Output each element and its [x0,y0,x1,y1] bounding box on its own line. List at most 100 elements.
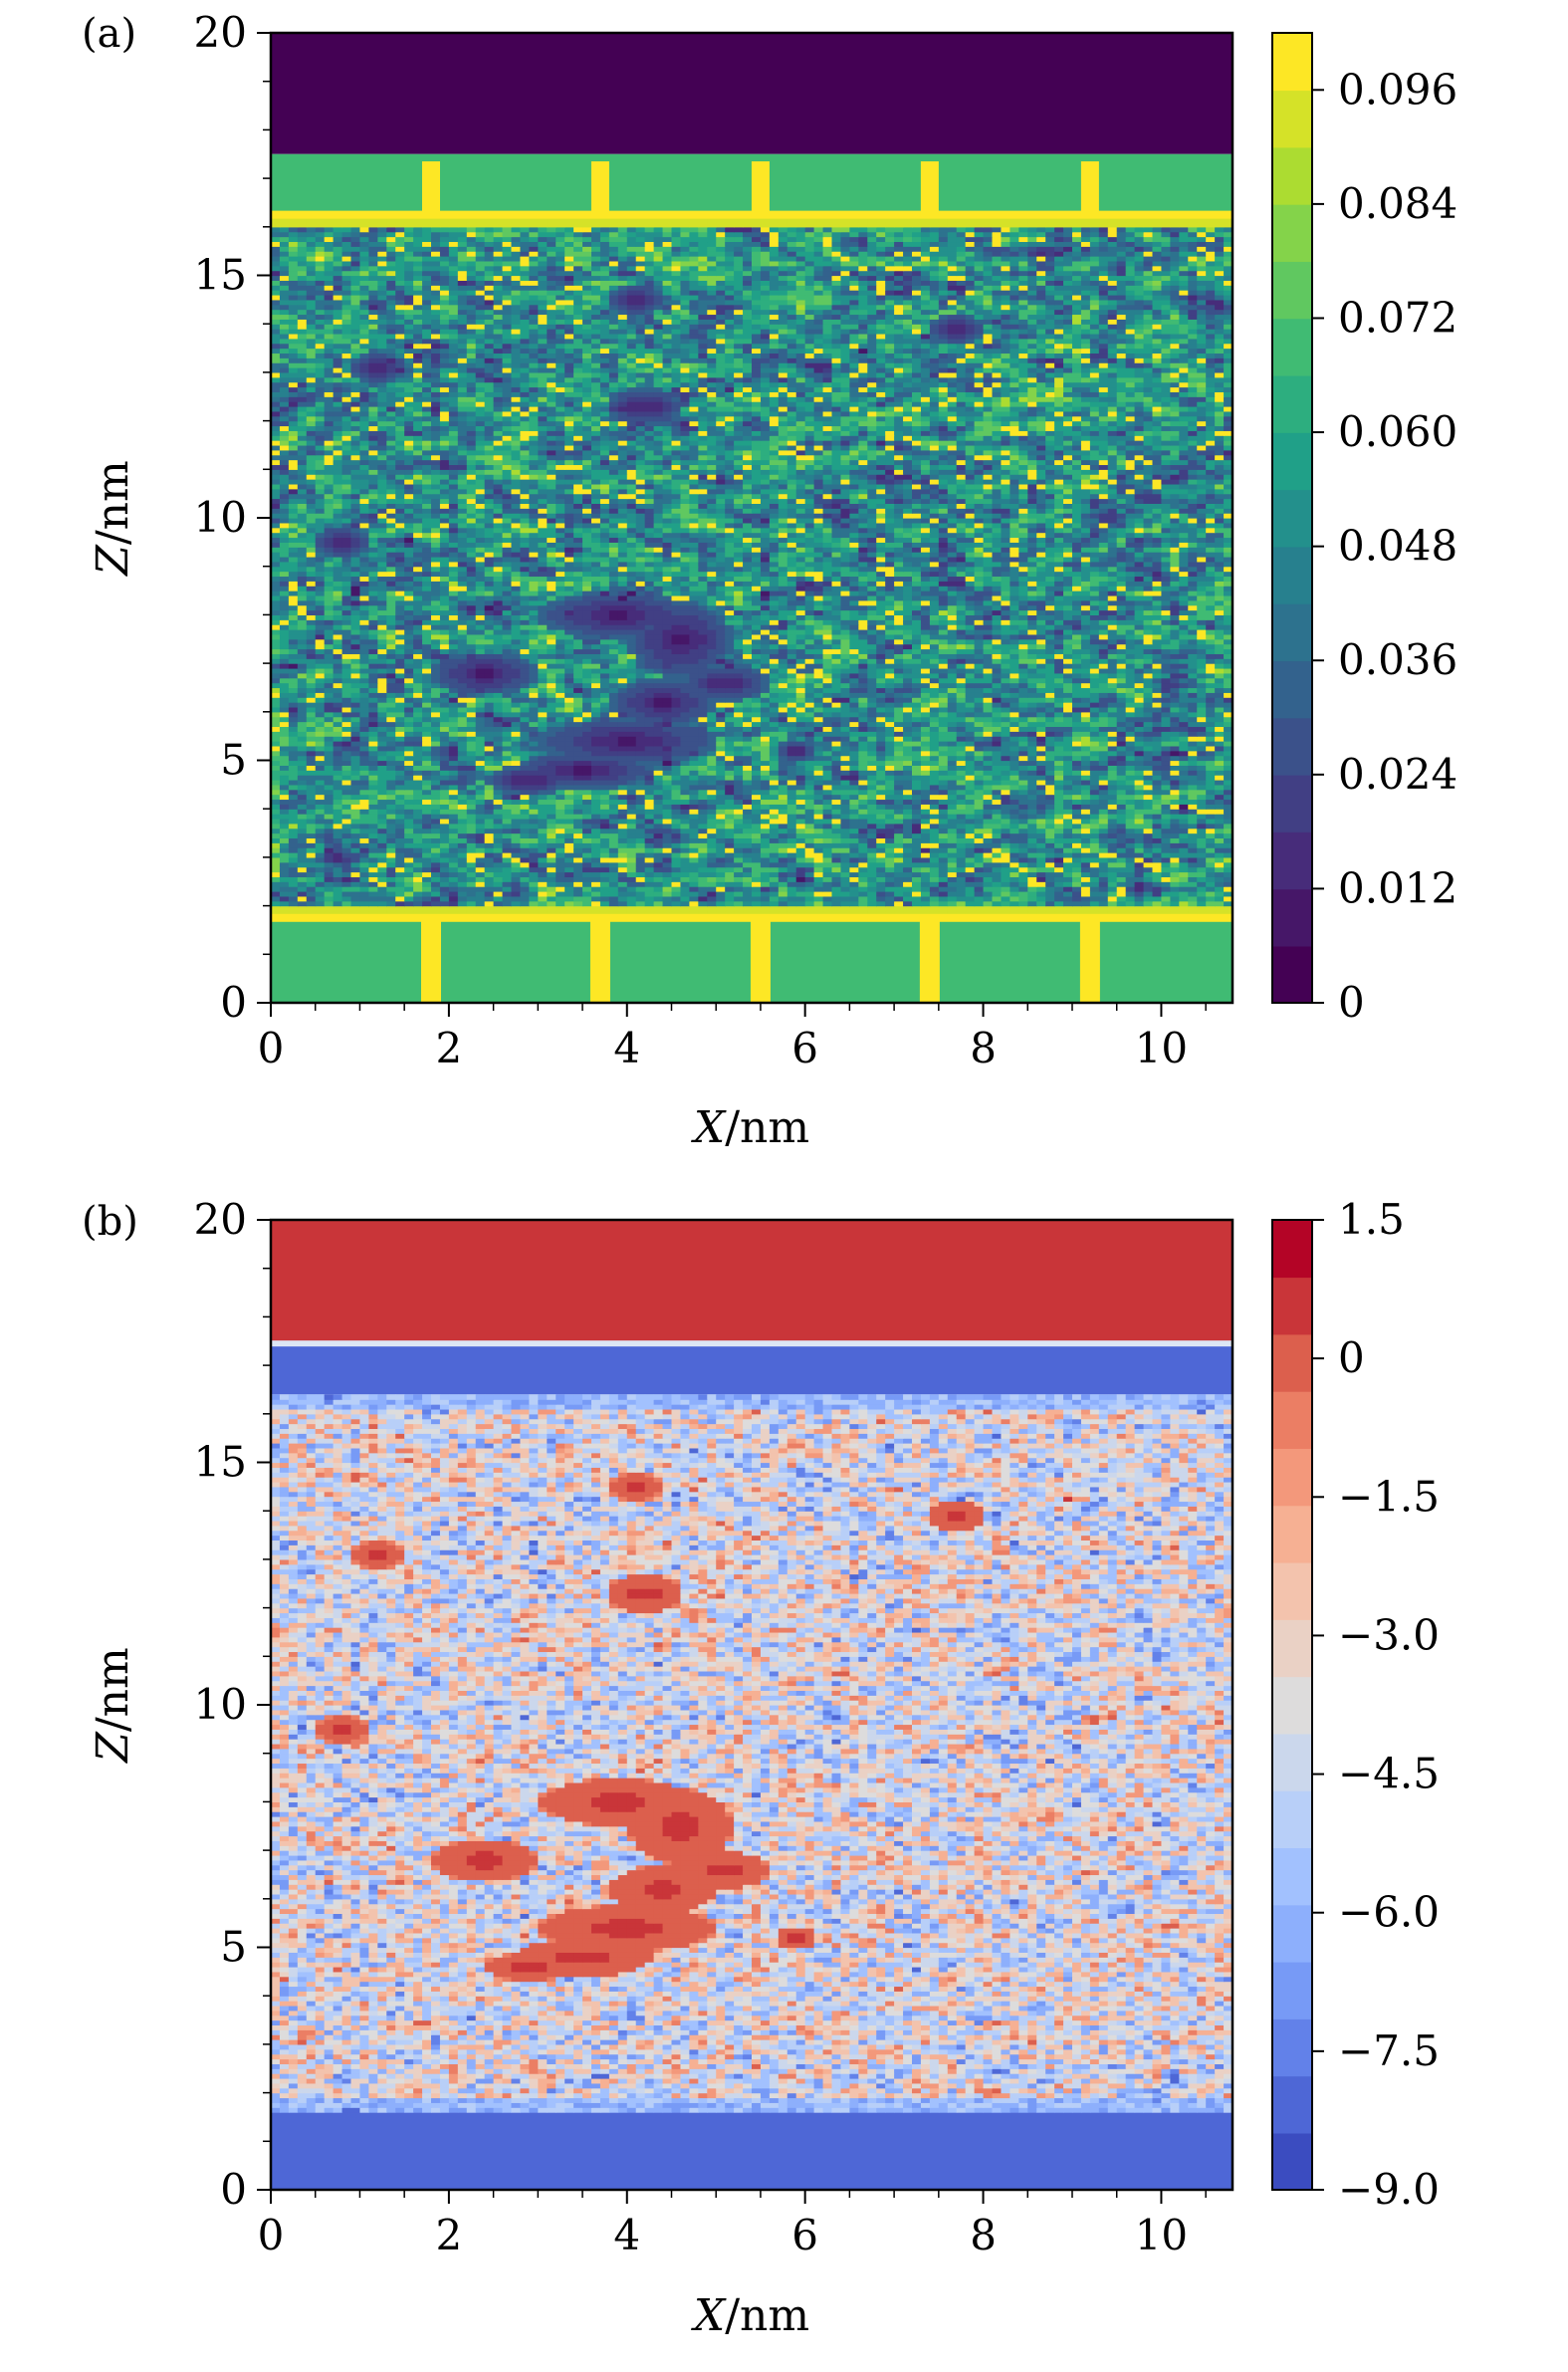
panel-b-upper-electrode-layer [271,1345,1232,1395]
panel-a-colorbar-segment [1272,146,1312,205]
panel-a-colorbar-tick-label-5: 0.060 [1338,407,1457,456]
panel-b-y-label: Z/nm [88,1647,138,1764]
panel-b-top-layer [271,1220,1232,1341]
panel-a-colorbar-segment [1272,489,1312,548]
panel-a-colorbar-segment [1272,774,1312,832]
panel-b-y-tick-label-0: 0 [220,2165,247,2214]
panel-a-bright-column-bottom-4 [1079,915,1100,1003]
panel-b-y-tick-label-4: 20 [194,1195,247,1244]
panel-b-colorbar-segment [1272,1390,1312,1449]
panel-b-y-var: Z [88,1731,138,1765]
panel-b-colorbar-segment [1272,1505,1312,1563]
panel-a: (a) 0 2 4 6 8 10 0 5 10 15 20 X/nm Z/nm 0 0.012 0.02… [82,8,1457,1153]
panel-a-colorbar-tick-label-3: 0.036 [1338,635,1457,684]
panel-b-middle-layer-cells [271,1394,1232,2113]
panel-a-x-tick-label-4: 8 [970,1024,997,1072]
panel-a-bright-column-top-3 [920,161,939,218]
panel-b-colorbar-frame [1271,1219,1313,2191]
panel-b-colorbar-segment [1272,1619,1312,1678]
panel-a-colorbar-segment [1272,203,1312,262]
panel-a-y-tick-label-1: 5 [220,736,247,785]
panel-a-label: (a) [82,11,136,57]
panel-a-bright-column-top-0 [422,161,440,218]
panel-b-colorbar-segment [1272,1961,1312,2019]
panel-b-heatmap [271,1220,1232,2190]
panel-a-y-tick-label-0: 0 [220,978,247,1027]
panel-b-colorbar-segment [1272,1448,1312,1507]
panel-a-bright-column-top-4 [1080,161,1099,218]
panel-a-colorbar-tick-label-4: 0.048 [1338,522,1457,571]
panel-b-colorbar-tick-label-0: 1.5 [1338,1195,1405,1244]
panel-a-bright-column-top-2 [751,161,770,218]
panel-a-x-tick-label-0: 0 [258,1024,285,1072]
panel-a-bright-column-top-1 [590,161,609,218]
panel-a-bright-column-bottom-2 [750,915,771,1003]
panel-b-x-unit: /nm [725,2290,809,2341]
panel-b-colorbar-tick-label-2: −1.5 [1338,1472,1440,1521]
panel-b-x-tick-label-0: 0 [258,2211,285,2259]
panel-a-y-unit: /nm [88,460,138,545]
panel-a-y-tick-label-3: 15 [194,251,247,300]
panel-b-colorbar-segment [1272,2075,1312,2134]
panel-a-colorbar-segment [1272,432,1312,491]
panel-a-colorbar-frame [1271,32,1313,1004]
panel-b-colorbar-tick-label-6: −7.5 [1338,2026,1440,2075]
panel-b-colorbar-tick-label-7: −9.0 [1338,2165,1440,2214]
panel-b-x-tick-label-5: 10 [1135,2211,1188,2259]
panel-a-colorbar-segment [1272,660,1312,719]
panel-a-x-tick-label-3: 6 [791,1024,818,1072]
panel-a-x-var: X [691,1102,727,1153]
panel-a-colorbar-segment [1272,546,1312,604]
panel-b: (b) 0 2 4 6 8 10 0 5 10 15 20 X/nm Z/nm 1.5 0 −1.5 −3… [82,1195,1440,2341]
panel-a-y-tick-label-2: 10 [194,493,247,542]
panel-a-bright-column-bottom-0 [421,915,441,1003]
panel-a-colorbar-tick-label-7: 0.084 [1338,179,1457,228]
panel-a-colorbar-segment [1272,261,1312,320]
panel-b-colorbar-tick-label-4: −4.5 [1338,1750,1440,1798]
panel-b-colorbar-segment [1272,1277,1312,1335]
panel-a-x-label: X/nm [691,1102,809,1153]
panel-b-colorbar-segment [1272,1561,1312,1620]
panel-a-x-tick-label-1: 2 [436,1024,463,1072]
panel-b-colorbar-segment [1272,1333,1312,1392]
panel-b-colorbar-tick-label-5: −6.0 [1338,1888,1440,1937]
panel-b-colorbar-segment [1272,1733,1312,1791]
panel-b-x-var: X [691,2290,727,2341]
panel-a-colorbar-segment [1272,374,1312,433]
panel-b-colorbar-segment [1272,1789,1312,1849]
panel-a-colorbar-segment [1272,717,1312,776]
panel-a-colorbar-tick-label-0: 0 [1338,978,1365,1027]
panel-b-colorbar-segment [1272,1220,1312,1279]
panel-b-x-tick-label-2: 4 [613,2211,640,2259]
panel-b-colorbar-segment [1272,2132,1312,2191]
panel-b-interface-line-top [271,1340,1232,1347]
panel-a-colorbar-tick-label-1: 0.012 [1338,863,1457,912]
panel-a-y-var: Z [88,544,138,578]
panel-b-y-tick-label-2: 10 [194,1680,247,1729]
panel-a-bright-column-bottom-3 [919,915,940,1003]
panel-a-x-unit: /nm [725,1102,809,1153]
panel-b-y-tick-label-3: 15 [194,1438,247,1487]
panel-a-x-tick-label-5: 10 [1135,1024,1188,1072]
panel-b-colorbar-segment [1272,1847,1312,1906]
panel-b-y-unit: /nm [88,1647,138,1732]
panel-b-colorbar-segment [1272,1904,1312,1963]
panel-b-colorbar-segment [1272,1676,1312,1735]
panel-b-colorbar-tick-label-3: −3.0 [1338,1610,1440,1659]
panel-a-middle-layer-cells [271,217,1232,916]
panel-a-colorbar-segment [1272,33,1312,92]
panel-b-x-tick-label-3: 6 [791,2211,818,2259]
panel-a-bright-column-bottom-1 [589,915,610,1003]
panel-b-x-tick-label-1: 2 [436,2211,463,2259]
panel-b-y-tick-label-1: 5 [220,1923,247,1972]
panel-b-label: (b) [82,1199,138,1245]
panel-b-lower-electrode-layer [271,2112,1232,2190]
panel-a-colorbar-segment [1272,888,1312,947]
panel-a-colorbar-segment [1272,831,1312,890]
panel-a-y-label: Z/nm [88,460,138,577]
panel-b-colorbar-segment [1272,2018,1312,2077]
panel-a-colorbar-tick-label-2: 0.024 [1338,750,1457,799]
panel-a-colorbar-segment [1272,90,1312,148]
panel-a-colorbar-segment [1272,318,1312,376]
